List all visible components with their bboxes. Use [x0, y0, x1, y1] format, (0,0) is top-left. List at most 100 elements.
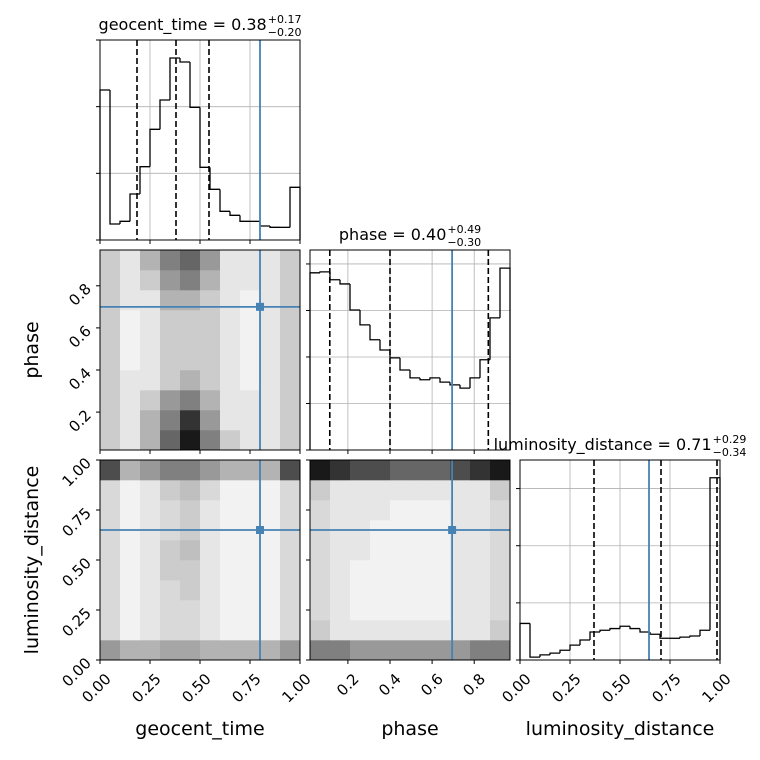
density-cell — [280, 430, 301, 451]
histogram-step — [159, 99, 170, 130]
density-cell — [280, 460, 301, 481]
density-cell — [240, 310, 261, 331]
density-cell — [280, 410, 301, 431]
density-cell — [160, 310, 181, 331]
density-cell — [410, 620, 431, 641]
x-tick-label: 0.75 — [228, 670, 264, 706]
density-cell — [370, 500, 391, 521]
density-cell — [160, 600, 181, 621]
density-cell — [370, 460, 391, 481]
density-cell — [160, 350, 181, 371]
panel-title: luminosity_distance = 0.71 — [494, 435, 712, 455]
density-cell — [120, 290, 141, 311]
density-cell — [450, 480, 471, 501]
density-cell — [200, 460, 221, 481]
title-upper: +0.29 — [713, 433, 747, 446]
density-cell — [180, 620, 201, 641]
density-cell — [240, 350, 261, 371]
density-cell — [410, 560, 431, 581]
panel-title: geocent_time = 0.38 — [99, 15, 267, 35]
density-cell — [160, 290, 181, 311]
density-cell — [160, 430, 181, 451]
density-cell — [180, 270, 201, 291]
density-cell — [240, 270, 261, 291]
density-cell — [140, 640, 161, 661]
density-cell — [490, 540, 511, 561]
density-cell — [220, 560, 241, 581]
density-cell — [160, 460, 181, 481]
density-cell — [140, 310, 161, 331]
panel: 0.2 0.4 0.6 0.8 phase — [306, 459, 511, 740]
histogram-step — [549, 652, 560, 655]
histogram-step — [119, 220, 130, 224]
density-cell — [470, 620, 491, 641]
histogram-step — [699, 629, 710, 636]
panel-title: phase = 0.40 — [339, 225, 446, 244]
density-cell — [140, 290, 161, 311]
panel: 0.2 0.4 0.6 0.8 phase — [21, 249, 301, 454]
density-cell — [160, 480, 181, 501]
density-cell — [260, 540, 281, 561]
density-cell — [240, 330, 261, 351]
density-cell — [120, 250, 141, 271]
density-cell — [200, 410, 221, 431]
histogram-step — [269, 226, 280, 228]
density-cell — [100, 560, 121, 581]
density-cell — [330, 460, 351, 481]
density-cell — [200, 600, 221, 621]
density-cell — [140, 600, 161, 621]
density-cell — [470, 460, 491, 481]
density-cell — [220, 480, 241, 501]
density-cell — [200, 390, 221, 411]
panel-frame — [309, 249, 511, 451]
density-cell — [350, 500, 371, 521]
histogram-step — [219, 189, 230, 212]
histogram-step — [209, 167, 220, 190]
histogram-step — [709, 477, 721, 660]
histogram-step — [409, 370, 420, 379]
density-cell — [160, 330, 181, 351]
histogram-step — [379, 339, 390, 351]
density-cell — [160, 370, 181, 391]
density-cell — [240, 540, 261, 561]
density-cell — [180, 250, 201, 271]
density-cell — [140, 390, 161, 411]
density-cell — [160, 270, 181, 291]
density-cell — [330, 540, 351, 561]
density-cell — [160, 560, 181, 581]
density-cell — [260, 480, 281, 501]
histogram-step — [439, 377, 450, 383]
density-cell — [240, 600, 261, 621]
density-cell — [280, 250, 301, 271]
density-cell — [490, 500, 511, 521]
density-cell — [200, 430, 221, 451]
density-cell — [260, 560, 281, 581]
x-tick-label: 0.50 — [598, 670, 634, 706]
density-cell — [180, 330, 201, 351]
histogram-step — [429, 377, 440, 380]
density-cell — [160, 640, 181, 661]
density-cell — [450, 460, 471, 481]
density-cell — [100, 390, 121, 411]
histogram-step — [239, 215, 250, 222]
density-cell — [260, 460, 281, 481]
density-cell — [390, 460, 411, 481]
x-axis-label: luminosity_distance — [526, 718, 715, 740]
histogram-step — [129, 193, 140, 222]
histogram-step — [329, 271, 340, 281]
density-cell — [220, 540, 241, 561]
density-cell — [220, 600, 241, 621]
histogram-step — [559, 649, 570, 654]
density-cell — [140, 430, 161, 451]
density-cell — [100, 620, 121, 641]
density-cell — [180, 430, 201, 451]
density-cell — [370, 580, 391, 601]
x-tick-label: 1.00 — [698, 670, 734, 706]
density-cell — [470, 500, 491, 521]
density-cell — [310, 540, 331, 561]
density-cell — [370, 540, 391, 561]
density-cell — [240, 560, 261, 581]
x-tick-label: 0.6 — [417, 670, 447, 700]
density-cell — [260, 290, 281, 311]
x-tick-label: 0.50 — [178, 670, 214, 706]
